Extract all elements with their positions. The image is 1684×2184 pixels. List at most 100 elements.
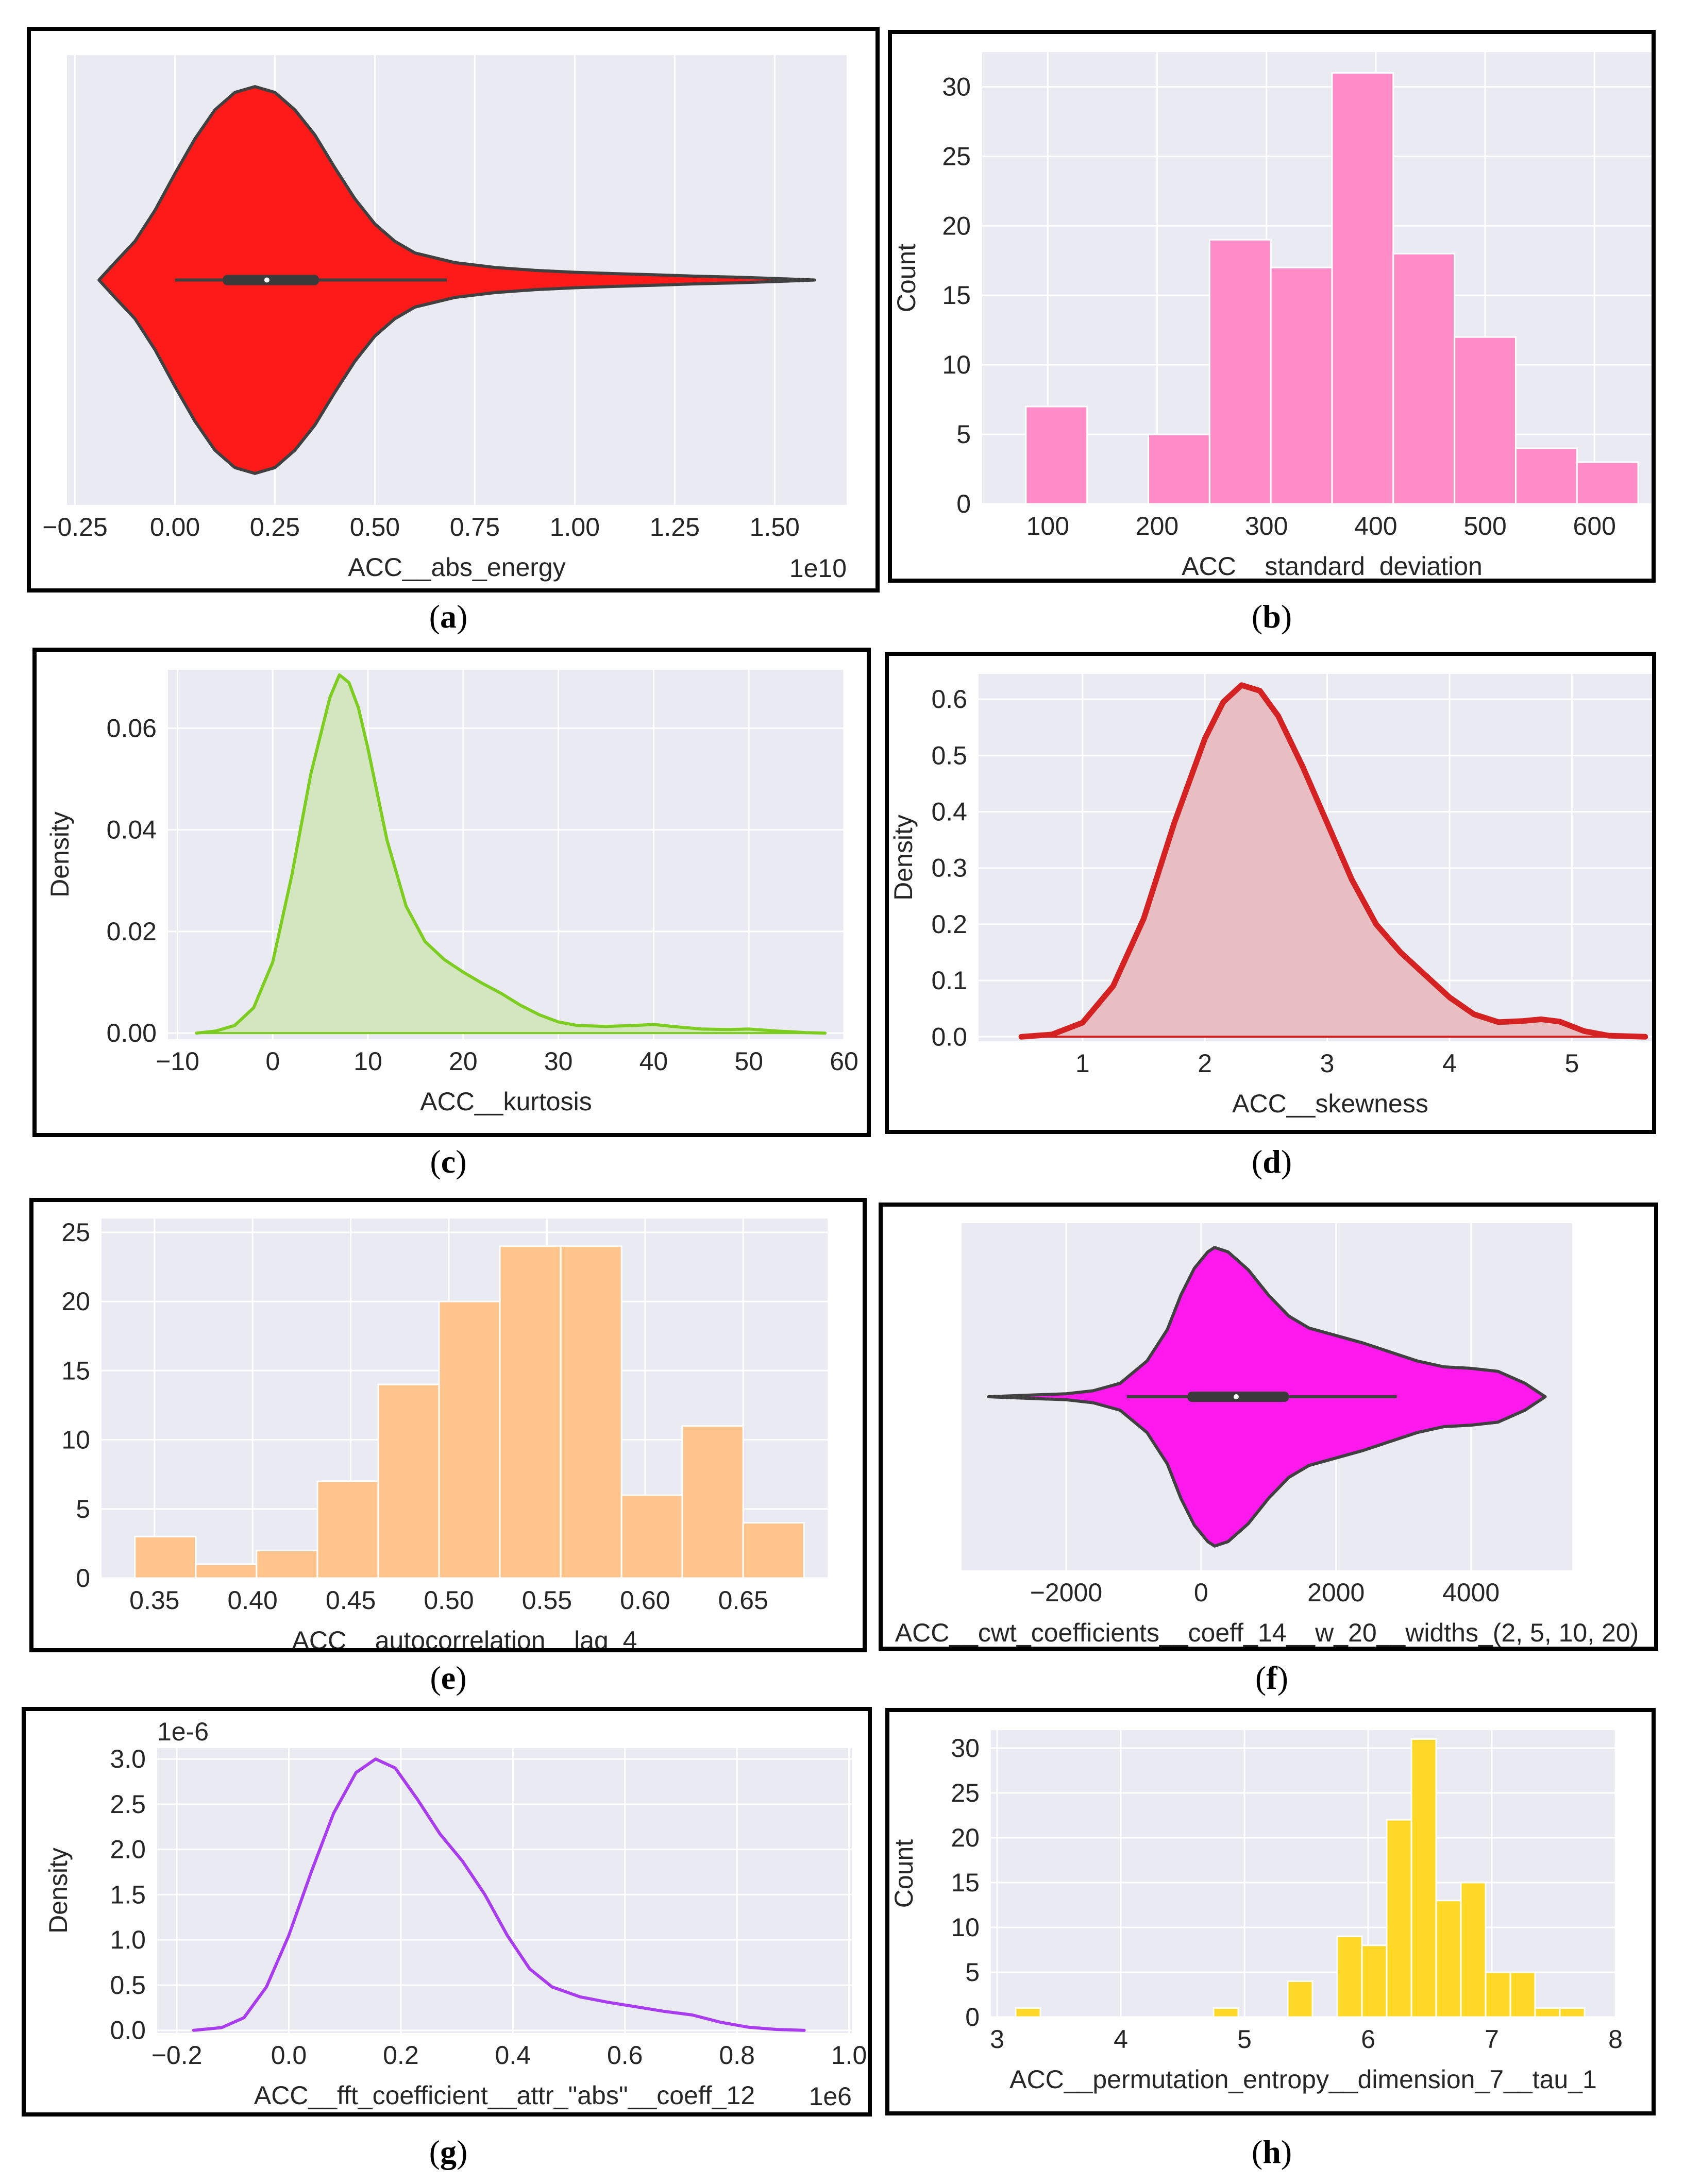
y-tick-label: 0.02 bbox=[107, 917, 157, 946]
histogram-bar bbox=[1559, 2007, 1586, 2018]
x-tick-label: 2 bbox=[1198, 1049, 1212, 1078]
y-tick-label: 0 bbox=[76, 1564, 90, 1593]
x-offset-text: 1e10 bbox=[789, 554, 847, 583]
y-tick-label: 25 bbox=[951, 1779, 980, 1807]
y-tick-label: 0.0 bbox=[931, 1022, 967, 1051]
density-fill bbox=[1021, 685, 1645, 1037]
x-tick-label: 4 bbox=[1442, 1049, 1457, 1078]
histogram-bar bbox=[195, 1563, 258, 1579]
x-tick-label: 0.40 bbox=[228, 1586, 278, 1615]
histogram-bar bbox=[1514, 447, 1578, 505]
chart-panel-b: 100 200 300 400 500 600 0 5 10 15 20 25 30 ACC__stand… bbox=[888, 30, 1656, 583]
y-tick-label: 0.6 bbox=[931, 685, 967, 714]
y-tick-label: 3.0 bbox=[110, 1745, 146, 1773]
histogram-bar bbox=[256, 1549, 318, 1579]
chart-a-svg: −0.25 0.00 0.25 0.50 0.75 1.00 1.25 1.50 ACC__ab… bbox=[42, 55, 847, 583]
panel-label-d: (d) bbox=[1251, 1143, 1292, 1180]
x-tick-label: −0.25 bbox=[42, 513, 108, 541]
y-tick-label: 0.1 bbox=[931, 966, 967, 995]
histogram-bar bbox=[377, 1383, 440, 1579]
x-tick-label: 0.50 bbox=[350, 513, 400, 541]
x-tick-label: 0.65 bbox=[718, 1586, 768, 1615]
x-tick-label: 2000 bbox=[1307, 1578, 1365, 1607]
x-tick-label: 1.00 bbox=[550, 513, 600, 541]
y-tick-label: 0.3 bbox=[931, 854, 967, 883]
x-axis-label: ACC__abs_energy bbox=[348, 553, 566, 582]
y-tick-label: 10 bbox=[942, 350, 971, 379]
histogram-bar bbox=[681, 1425, 744, 1579]
x-tick-label: −0.2 bbox=[151, 2041, 203, 2070]
density-fill bbox=[196, 674, 826, 1034]
violin-median bbox=[1233, 1394, 1239, 1399]
x-offset-text: 1e6 bbox=[809, 2082, 852, 2111]
y-offset-text: 1e-6 bbox=[157, 1717, 209, 1746]
panel-label-h: (h) bbox=[1251, 2134, 1292, 2170]
histogram-bar bbox=[1213, 2007, 1239, 2018]
y-tick-label: 30 bbox=[942, 72, 971, 101]
chart-panel-e: 0.35 0.40 0.45 0.50 0.55 0.60 0.65 0 5 10 15 20 25 AC… bbox=[29, 1198, 867, 1652]
x-tick-label: 60 bbox=[830, 1047, 858, 1076]
histogram-bar bbox=[1148, 433, 1210, 505]
x-axis-label: ACC__autocorrelation__lag_4 bbox=[292, 1626, 637, 1648]
histogram-bar bbox=[499, 1245, 562, 1579]
histogram-bar bbox=[1410, 1738, 1437, 2018]
x-tick-label: 50 bbox=[734, 1047, 763, 1076]
panel-label-c: (c) bbox=[430, 1143, 467, 1180]
y-axis-label: Density bbox=[44, 1848, 73, 1934]
violin-box bbox=[223, 275, 319, 285]
x-tick-label: 0.55 bbox=[522, 1586, 572, 1615]
x-tick-label: 4000 bbox=[1442, 1578, 1500, 1607]
chart-f-svg: −2000 0 2000 4000 ACC__cwt_coefficients__coe… bbox=[895, 1223, 1639, 1647]
x-tick-label: 0 bbox=[1194, 1578, 1208, 1607]
y-tick-label: 20 bbox=[61, 1287, 90, 1316]
panel-label-f: (f) bbox=[1255, 1660, 1288, 1696]
x-tick-label: 0 bbox=[265, 1047, 280, 1076]
violin-body bbox=[97, 85, 816, 475]
panel-label-e: (e) bbox=[430, 1660, 467, 1696]
histogram-bar bbox=[560, 1245, 622, 1579]
plot-background bbox=[157, 1748, 852, 2033]
x-tick-label: 4 bbox=[1114, 2025, 1128, 2054]
x-tick-label: 5 bbox=[1564, 1049, 1579, 1078]
x-tick-label: 8 bbox=[1608, 2025, 1623, 2054]
x-tick-label: 0.6 bbox=[607, 2041, 643, 2070]
histogram-bar bbox=[1270, 266, 1333, 505]
y-tick-label: 20 bbox=[942, 211, 971, 240]
y-tick-label: 10 bbox=[61, 1426, 90, 1454]
x-axis-label: ACC__fft_coefficient__attr_"abs"__coeff_… bbox=[254, 2081, 755, 2110]
x-tick-label: 1 bbox=[1075, 1049, 1090, 1078]
x-axis-label: ACC__permutation_entropy__dimension_7__t… bbox=[1009, 2065, 1597, 2094]
y-axis-label: Count bbox=[892, 244, 921, 313]
x-tick-label: 0.75 bbox=[450, 513, 500, 541]
x-tick-label: 3 bbox=[990, 2025, 1004, 2054]
x-axis-label: ACC__cwt_coefficients__coeff_14__w_20__w… bbox=[895, 1618, 1639, 1647]
x-tick-label: 0.35 bbox=[129, 1586, 179, 1615]
x-tick-label: 0.2 bbox=[383, 2041, 419, 2070]
violin-median bbox=[264, 277, 270, 283]
x-tick-label: 100 bbox=[1026, 512, 1069, 540]
histogram-bar bbox=[1534, 2007, 1561, 2018]
y-tick-label: 0.4 bbox=[931, 798, 967, 826]
y-tick-label: 0.06 bbox=[107, 714, 157, 742]
histogram-bar bbox=[1336, 1935, 1363, 2018]
x-tick-label: 0.45 bbox=[326, 1586, 376, 1615]
x-tick-label: 0.60 bbox=[620, 1586, 670, 1615]
y-tick-label: 20 bbox=[951, 1823, 980, 1852]
histogram-bar bbox=[620, 1494, 683, 1579]
chart-b-svg: 100 200 300 400 500 600 0 5 10 15 20 25 30 ACC__stand… bbox=[892, 52, 1652, 579]
x-tick-label: 3 bbox=[1320, 1049, 1335, 1078]
x-tick-label: 0.25 bbox=[250, 513, 300, 541]
y-tick-label: 0 bbox=[956, 489, 971, 518]
y-tick-label: 0.0 bbox=[110, 2016, 146, 2045]
y-tick-label: 25 bbox=[942, 142, 971, 171]
chart-panel-a: −0.25 0.00 0.25 0.50 0.75 1.00 1.25 1.50 ACC__ab… bbox=[27, 27, 880, 592]
x-tick-label: 0.4 bbox=[495, 2041, 531, 2070]
histogram-bar bbox=[1392, 252, 1456, 505]
x-tick-label: 1.50 bbox=[750, 513, 800, 541]
x-tick-label: 1.25 bbox=[650, 513, 700, 541]
y-tick-label: 0.04 bbox=[107, 816, 157, 844]
chart-panel-c: −10 0 10 20 30 40 50 60 0.00 0.02 0.04 0.06 ACC__kur… bbox=[32, 648, 871, 1137]
y-tick-label: 30 bbox=[951, 1734, 980, 1763]
x-tick-label: 6 bbox=[1361, 2025, 1375, 2054]
histogram-bar bbox=[1435, 1900, 1462, 2018]
